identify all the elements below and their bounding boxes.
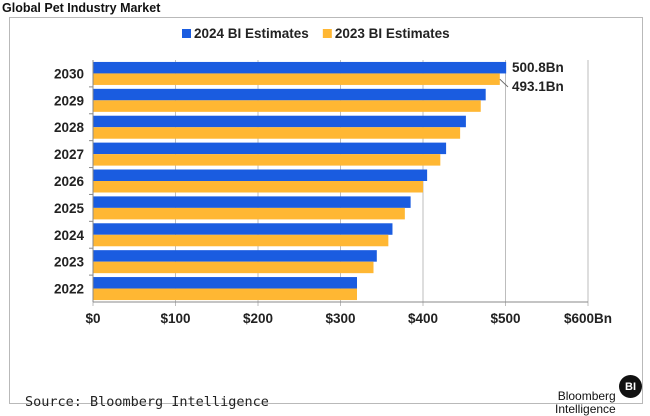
y-tick-label: 2029 bbox=[54, 93, 84, 108]
bar-chart: 2030 2029 2028 2027 2026 2025 2024 2023 2022$0 $1… bbox=[54, 26, 612, 326]
legend-swatch-2 bbox=[322, 29, 332, 38]
data-label-2: 493.1Bn bbox=[512, 79, 564, 94]
x-tick-label: $300 bbox=[325, 311, 355, 326]
y-tick-label: 2026 bbox=[54, 174, 85, 189]
legend-label-1: 2024 BI Estimates bbox=[194, 26, 309, 41]
bar-2030-series-2 bbox=[93, 73, 500, 85]
y-tick-label: 2024 bbox=[54, 228, 85, 243]
bi-logo-icon: BI bbox=[619, 375, 642, 398]
y-tick-label: 2023 bbox=[54, 255, 85, 270]
x-tick-label: $400 bbox=[408, 311, 438, 326]
legend-swatch-1 bbox=[182, 29, 191, 38]
bar-2027-series-2 bbox=[93, 154, 441, 166]
x-tick-label: $200 bbox=[243, 311, 273, 326]
bar-2028-series-1 bbox=[93, 115, 466, 128]
bar-2025-series-1 bbox=[93, 196, 411, 208]
y-tick-label: 2030 bbox=[54, 66, 84, 81]
bar-2022-series-2 bbox=[93, 288, 357, 301]
bar-2026-series-1 bbox=[93, 169, 428, 181]
bar-2024-series-1 bbox=[93, 223, 393, 235]
brand-line-1: Bloomberg bbox=[557, 389, 616, 403]
bar-2022-series-1 bbox=[93, 277, 357, 289]
bar-2029-series-1 bbox=[93, 88, 486, 101]
source-note: Source: Bloomberg Intelligence bbox=[25, 394, 269, 410]
y-tick-label: 2028 bbox=[54, 120, 85, 135]
data-label-leader bbox=[499, 78, 509, 88]
y-tick-label: 2027 bbox=[54, 147, 84, 162]
legend-label-2: 2023 BI Estimates bbox=[335, 26, 450, 41]
page-title: Global Pet Industry Market bbox=[2, 1, 161, 15]
bar-2030-series-1 bbox=[93, 61, 507, 74]
x-tick-label: $100 bbox=[160, 311, 190, 326]
bar-2029-series-2 bbox=[93, 100, 481, 112]
brand-line-2: Intelligence bbox=[555, 402, 616, 416]
x-tick-label: $500 bbox=[490, 311, 520, 326]
bar-2027-series-1 bbox=[93, 142, 447, 155]
x-tick-label: $0 bbox=[85, 311, 100, 326]
y-tick-label: 2022 bbox=[54, 282, 84, 297]
bar-2023-series-2 bbox=[93, 261, 374, 274]
bar-2024-series-2 bbox=[93, 234, 389, 247]
brand-name: Bloomberg Intelligence bbox=[555, 390, 616, 416]
bar-2023-series-1 bbox=[93, 250, 377, 262]
y-tick-label: 2025 bbox=[54, 201, 85, 216]
bar-2025-series-2 bbox=[93, 207, 405, 220]
bar-2028-series-2 bbox=[93, 127, 461, 139]
x-tick-label: $600Bn bbox=[564, 311, 612, 326]
bar-2026-series-2 bbox=[93, 181, 423, 193]
chart-frame: 2030 2029 2028 2027 2026 2025 2024 2023 2022 $0 $1… bbox=[9, 17, 643, 416]
data-label-1: 500.8Bn bbox=[512, 60, 564, 75]
